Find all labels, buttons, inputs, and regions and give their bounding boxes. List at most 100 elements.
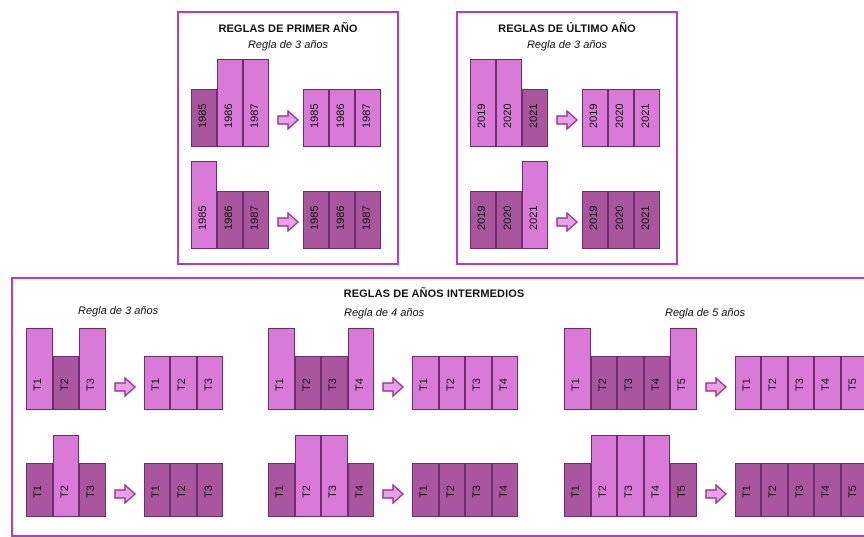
bar-label: 2021 xyxy=(528,104,540,128)
intermediate-after-bar: T5 xyxy=(841,463,864,517)
intermediate-title: REGLAS DE AÑOS INTERMEDIOS xyxy=(13,288,855,300)
intermediate-after-bar: T4 xyxy=(814,356,841,410)
intermediate-before-bar: T2 xyxy=(53,356,80,410)
first-year-title: REGLAS DE PRIMER AÑO xyxy=(179,23,397,35)
bar-label: 1985 xyxy=(197,104,209,128)
intermediate-before-bar: T2 xyxy=(591,356,618,410)
first-year-after-bar: 1985 xyxy=(303,191,329,249)
intermediate-before-bar: T3 xyxy=(321,435,348,517)
bar-label: T1 xyxy=(570,378,582,391)
bar-label: T1 xyxy=(418,378,430,391)
first-year-after-bar: 1986 xyxy=(329,89,355,147)
bar-label: T1 xyxy=(570,485,582,498)
intermediate-after-bar: T3 xyxy=(197,463,224,517)
right-arrow-icon xyxy=(382,377,404,397)
intermediate-after-bar: T3 xyxy=(197,356,224,410)
bar-label: T3 xyxy=(794,378,806,391)
last-year-after-bar: 2021 xyxy=(634,89,660,147)
bar-label: T4 xyxy=(498,378,510,391)
intermediate-before-bar: T3 xyxy=(617,356,644,410)
intermediate-after-bar: T2 xyxy=(761,463,788,517)
intermediate-before-bar: T3 xyxy=(321,356,348,410)
intermediate-before-bar: T3 xyxy=(79,463,106,517)
last-year-after-bar: 2020 xyxy=(608,89,634,147)
intermediate-before-bar: T2 xyxy=(591,435,618,517)
bar-label: 1985 xyxy=(197,206,209,230)
intermediate-before-bar: T4 xyxy=(644,435,671,517)
bar-label: T4 xyxy=(354,378,366,391)
last-year-before-bar: 2021 xyxy=(522,89,548,147)
first-year-before-bar: 1986 xyxy=(217,191,243,249)
first-year-before-bar: 1986 xyxy=(217,59,243,147)
first-year-before-bar: 1985 xyxy=(191,89,217,147)
intermediate-before-bar: T4 xyxy=(348,328,375,410)
right-arrow-icon xyxy=(277,110,299,130)
bar-label: T2 xyxy=(445,485,457,498)
bar-label: 1985 xyxy=(309,206,321,230)
right-arrow-icon xyxy=(705,484,727,504)
intermediate-after-bar: T5 xyxy=(841,356,864,410)
bar-label: T3 xyxy=(85,378,97,391)
bar-label: T4 xyxy=(354,485,366,498)
right-arrow-icon xyxy=(556,212,578,232)
right-arrow-icon xyxy=(114,484,136,504)
intermediate-after-bar: T4 xyxy=(492,356,519,410)
bar-label: T2 xyxy=(767,485,779,498)
last-year-before-bar: 2020 xyxy=(496,191,522,249)
bar-label: T4 xyxy=(498,485,510,498)
bar-label: 1987 xyxy=(249,206,261,230)
bar-label: T1 xyxy=(741,378,753,391)
bar-label: T3 xyxy=(794,485,806,498)
intermediate-before-bar: T2 xyxy=(295,356,322,410)
bar-label: T1 xyxy=(741,485,753,498)
right-arrow-icon xyxy=(705,377,727,397)
bar-label: T3 xyxy=(85,485,97,498)
first-year-after-bar: 1987 xyxy=(355,191,381,249)
intermediate-after-bar: T3 xyxy=(465,463,492,517)
bar-label: T1 xyxy=(418,485,430,498)
bar-label: T4 xyxy=(820,485,832,498)
bar-label: 1986 xyxy=(223,206,235,230)
intermediate-before-bar: T2 xyxy=(53,435,80,517)
intermediate-after-bar: T2 xyxy=(439,356,466,410)
bar-label: T4 xyxy=(650,485,662,498)
last-year-before-bar: 2021 xyxy=(522,161,548,249)
intermediate-before-bar: T1 xyxy=(564,463,591,517)
bar-label: 2021 xyxy=(640,104,652,128)
intermediate-after-bar: T3 xyxy=(465,356,492,410)
intermediate-after-bar: T1 xyxy=(144,356,171,410)
intermediate-before-bar: T1 xyxy=(268,463,295,517)
bar-label: T2 xyxy=(301,485,313,498)
intermediate-after-bar: T3 xyxy=(788,356,815,410)
bar-label: T3 xyxy=(203,485,215,498)
last-year-before-bar: 2019 xyxy=(470,191,496,249)
first-year-after-bar: 1986 xyxy=(329,191,355,249)
bar-label: 2021 xyxy=(640,206,652,230)
last-year-before-bar: 2020 xyxy=(496,59,522,147)
intermediate-before-bar: T1 xyxy=(268,328,295,410)
intermediate-after-bar: T3 xyxy=(788,463,815,517)
rule-5-label: Regla de 5 años xyxy=(665,307,745,319)
intermediate-before-bar: T2 xyxy=(295,435,322,517)
bar-label: T5 xyxy=(676,485,688,498)
intermediate-after-bar: T2 xyxy=(761,356,788,410)
bar-label: 1987 xyxy=(361,206,373,230)
bar-label: 2020 xyxy=(614,206,626,230)
bar-label: T2 xyxy=(767,378,779,391)
last-year-after-bar: 2019 xyxy=(582,89,608,147)
intermediate-after-bar: T2 xyxy=(170,356,197,410)
intermediate-after-bar: T1 xyxy=(412,356,439,410)
bar-label: 2019 xyxy=(588,206,600,230)
right-arrow-icon xyxy=(114,377,136,397)
bar-label: 2020 xyxy=(502,104,514,128)
bar-label: T3 xyxy=(623,485,635,498)
last-year-after-bar: 2021 xyxy=(634,191,660,249)
bar-label: T3 xyxy=(327,378,339,391)
rule-3-label: Regla de 3 años xyxy=(78,305,158,317)
bar-label: 1987 xyxy=(249,104,261,128)
bar-label: T3 xyxy=(623,378,635,391)
intermediate-after-bar: T4 xyxy=(492,463,519,517)
bar-label: T2 xyxy=(301,378,313,391)
bar-label: 2019 xyxy=(588,104,600,128)
bar-label: 2021 xyxy=(528,206,540,230)
